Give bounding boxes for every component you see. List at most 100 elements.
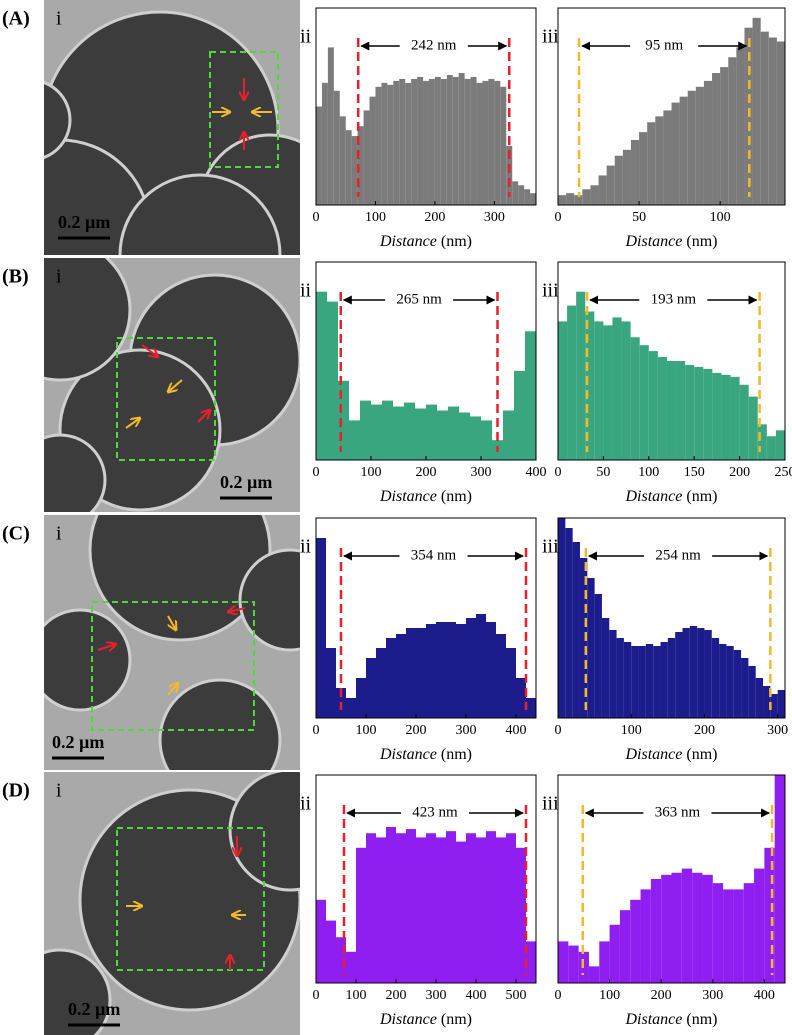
x-axis-title: Distance [625,488,683,505]
profile-bar [721,374,731,460]
x-tick-label: 100 [638,465,659,480]
profile-bar [360,400,371,460]
profile-bar [526,698,536,718]
plot-frame [315,7,537,206]
profile-bar [336,937,346,983]
profile-bar [587,578,595,718]
profile-bar [558,321,568,460]
plot-frame [557,261,786,461]
profile-bar [671,102,680,205]
profile-bar [576,291,586,460]
x-tick-label: 100 [710,210,731,225]
x-tick-label: 250 [775,465,792,480]
profile-bar [494,80,501,205]
profile-bar [689,626,698,718]
distance-annotation: 265 nm [396,291,442,307]
profile-bar [516,678,526,718]
x-tick-label: 0 [313,465,320,480]
profile-bar [376,648,386,718]
profile-bar [639,132,648,205]
profile-bar [582,189,591,205]
tem-image [44,0,300,255]
profile-bar [585,311,595,460]
profile-bar [719,644,727,718]
profile-bar [437,410,448,460]
profile-bar [657,357,667,460]
profile-bar [464,78,471,205]
profile-bar [667,638,676,718]
profile-bar [748,396,758,460]
plot-frame [315,517,537,719]
plot-frame [557,7,786,206]
x-axis-label: Distance (nm) [379,1011,472,1028]
profile-bar [345,130,352,205]
profile-bar [470,76,477,205]
profile-bar [327,47,334,206]
profile-bar [660,642,668,718]
profile-bar [417,76,424,205]
profile-bar [326,920,336,983]
red-arrow [97,644,116,650]
profile-bar [375,86,382,205]
profile-bar [647,122,656,205]
profile-bar [351,136,358,205]
profile-bar [609,924,620,983]
profile-bar [346,698,356,718]
profile-bar [411,78,418,205]
profile-bar [730,376,740,460]
profile-bar [496,837,506,983]
chart-panel-label: iii [542,280,559,302]
particle [88,515,272,642]
profile-bar [692,872,703,983]
profile-bar [558,195,567,205]
profile-bar [446,831,456,983]
x-axis-label: Distance (nm) [625,488,718,505]
x-axis-label: Distance (nm) [625,233,718,250]
profile-bar [603,325,613,460]
profile-bar [518,185,525,205]
profile-bar [436,837,446,983]
profile-bar [346,951,356,983]
scale-bar-label: 0.2 µm [68,999,120,1019]
profile-bar [406,829,416,983]
profile-bar [481,420,492,460]
profile-bar [470,416,481,460]
distance-annotation: 363 nm [655,804,701,820]
profile-bar [456,841,466,983]
plot-frame [557,517,786,719]
distance-annotation: 242 nm [411,37,457,53]
profile-bar [601,618,610,718]
profile-bar [594,321,604,460]
profile-bar [775,430,785,460]
profile-bar [396,833,406,983]
image-label: i [56,780,62,802]
profile-bar [416,837,426,983]
profile-bar [579,558,588,718]
profile-bar [567,305,577,460]
panel-label: (C) [2,523,30,545]
x-tick-label: 300 [767,723,788,738]
profile-bar [733,889,744,983]
profile-bar [687,90,696,205]
profile-bar [434,76,441,205]
profile-bar [609,630,617,718]
profile-bar [524,189,531,205]
profile-bar [663,110,672,205]
roi-box [116,827,265,971]
chart-panel-label: ii [300,280,312,302]
profile-bar [393,80,400,205]
profile-bar [526,941,536,983]
profile-bar [338,380,349,460]
profile-bar [748,666,756,718]
profile-bar [777,690,785,718]
x-axis-label: Distance (nm) [379,488,472,505]
profile-bar [339,116,346,205]
x-axis-label: Distance (nm) [625,746,718,763]
profile-bar [428,78,435,205]
profile-bar [606,165,615,205]
distance-annotation: 193 nm [651,291,697,307]
plot-frame [315,774,537,984]
profile-bar [598,175,607,205]
x-axis-title: Distance [625,1011,683,1028]
profile-bar [757,424,767,460]
